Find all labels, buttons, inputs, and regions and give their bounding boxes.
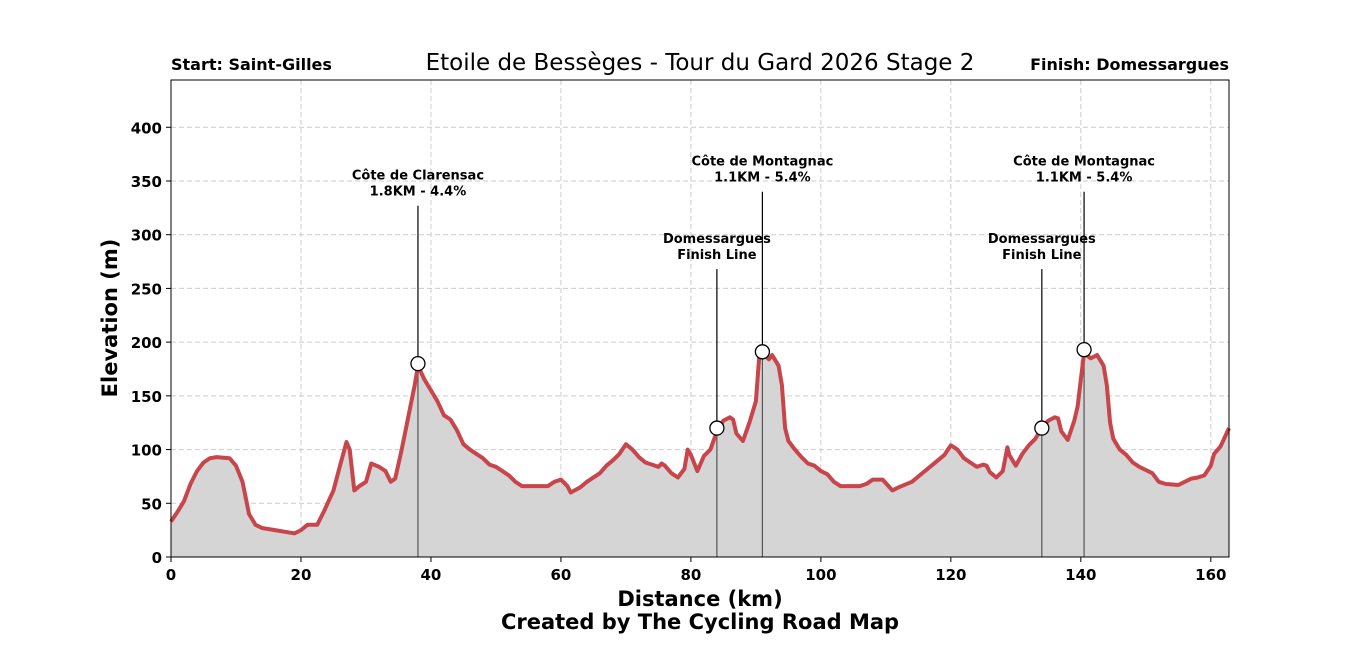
x-tick-label: 20 [291, 566, 312, 584]
x-tick-label: 160 [1195, 566, 1226, 584]
annotation-label-line2: 1.1KM - 5.4% [1036, 171, 1133, 186]
annotation-marker [754, 344, 771, 360]
y-tick-label: 350 [131, 173, 162, 191]
annotation-label-line1: Côte de Clarensac [352, 169, 484, 184]
x-tick-label: 0 [166, 566, 176, 584]
annotation-marker [1034, 420, 1050, 436]
annotation-label-line1: Domessargues [988, 232, 1096, 247]
plot-frame [170, 79, 1230, 558]
start-label: Start: Saint-Gilles [171, 55, 332, 74]
ticks: 0 20 40 60 80 100 120 140 160 0 50 100 150 200 250 300 3… [131, 119, 1227, 584]
finish-label: Finish: Domessargues [1030, 55, 1229, 74]
credit-label: Created by The Cycling Road Map [501, 610, 899, 634]
annotation-label-line2: Finish Line [1002, 248, 1082, 263]
y-tick-label: 400 [131, 119, 162, 137]
y-tick-label: 100 [131, 442, 162, 460]
annotation-marker [410, 355, 426, 372]
chart-title: Etoile de Bessèges - Tour du Gard 2026 S… [426, 50, 975, 76]
y-axis-label: Elevation (m) [98, 239, 122, 398]
x-tick-label: 80 [680, 566, 701, 584]
x-tick-label: 120 [935, 566, 966, 584]
y-tick-label: 50 [141, 495, 162, 513]
x-tick-label: 40 [421, 566, 442, 584]
x-tick-label: 60 [550, 566, 571, 584]
annotation-markers [410, 342, 1092, 436]
y-tick-label: 150 [131, 388, 162, 406]
x-axis-label: Distance (km) [617, 587, 782, 611]
x-tick-label: 140 [1065, 566, 1096, 584]
y-tick-label: 0 [152, 549, 162, 567]
annotation-label-line2: Finish Line [677, 248, 757, 263]
annotation-label-line2: 1.8KM - 4.4% [370, 185, 467, 200]
y-tick-label: 300 [131, 227, 162, 245]
annotation-marker [1076, 342, 1092, 358]
annotation-label-line1: Domessargues [663, 232, 771, 247]
elevation-fill [171, 352, 1229, 557]
y-tick-label: 200 [131, 334, 162, 352]
y-tick-label: 250 [131, 280, 162, 298]
annotation-label-line1: Côte de Montagnac [1013, 155, 1155, 170]
annotation-label-line2: 1.1KM - 5.4% [714, 171, 811, 186]
annotation-marker [709, 420, 725, 436]
annotation-lines [417, 191, 1085, 557]
x-tick-label: 100 [805, 566, 836, 584]
annotation-label-line1: Côte de Montagnac [691, 155, 833, 170]
